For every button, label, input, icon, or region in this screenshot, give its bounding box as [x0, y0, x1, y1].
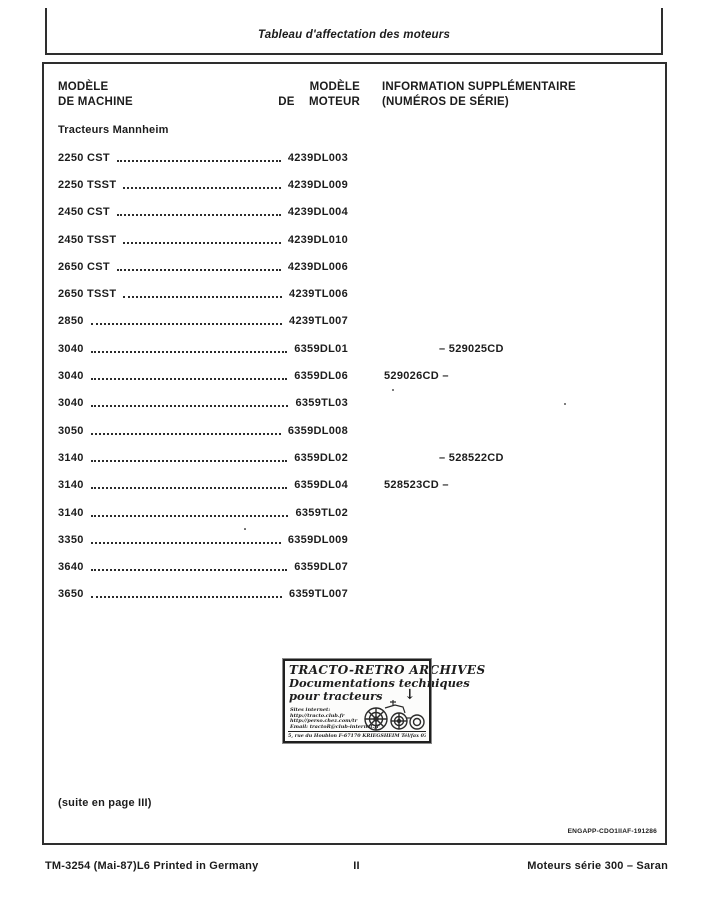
engine-model: 4239TL006: [289, 288, 348, 301]
serial-from: 529026CD –: [384, 370, 449, 383]
footer-doc-number: TM-3254 (Mai-87)L6 Printed in Germany: [45, 860, 259, 872]
machine-model: 2850: [58, 315, 84, 328]
dotted-leader: [116, 268, 281, 271]
column-header-machine: MODÈLE DE MACHINE: [58, 81, 133, 108]
dotted-leader: [90, 514, 289, 517]
machine-model: 2250 TSST: [58, 178, 117, 191]
dotted-leader: [116, 159, 281, 162]
dotted-leader: [90, 350, 288, 353]
dotted-leader: [90, 459, 288, 462]
engine-model: 6359DL06: [294, 370, 348, 383]
document-code: ENGAPP-CDO1IIAF-191286: [567, 828, 657, 835]
engine-model: 6359DL009: [287, 533, 348, 546]
table-row: 2450 CST 4239DL004: [58, 199, 661, 226]
stamp-title: TRACTO-RETRO ARCHIVES: [289, 663, 486, 677]
machine-model: 3050: [58, 424, 84, 437]
stamp-contact-lines: Sites internet: http://tracto.club.fr ht…: [290, 707, 380, 730]
dotted-leader: [90, 405, 289, 408]
machine-model: 3650: [58, 588, 84, 601]
machine-model: 3350: [58, 533, 84, 546]
table-row: 2650 TSST 4239TL006: [58, 280, 661, 307]
table-row: 2650 CST 4239DL006: [58, 253, 661, 280]
machine-model: 3140: [58, 479, 84, 492]
table-row: 2850 4239TL007: [58, 308, 661, 335]
machine-model: 3140: [58, 506, 84, 519]
table-row: 2250 TSST 4239DL009: [58, 171, 661, 198]
machine-model: 3040: [58, 342, 84, 355]
table-row: 3640 6359DL07: [58, 553, 661, 580]
dotted-leader: [90, 432, 281, 435]
page-header-title: Tableau d'affectation des moteurs: [257, 29, 451, 41]
machine-model: 2650 CST: [58, 260, 110, 273]
scan-speck: [392, 389, 394, 391]
engine-model: 6359DL008: [287, 424, 348, 437]
table-row: 2450 TSST 4239DL010: [58, 226, 661, 253]
dotted-leader: [90, 487, 288, 490]
machine-model: 2450 TSST: [58, 233, 117, 246]
scan-speck: [564, 403, 566, 405]
page-header-box: Tableau d'affectation des moteurs: [45, 8, 663, 55]
scan-speck: [244, 528, 246, 530]
down-arrow-icon: ↓: [404, 687, 416, 703]
section-title: Tracteurs Mannheim: [58, 124, 169, 136]
engine-model: 4239TL007: [289, 315, 348, 328]
dotted-leader: [90, 569, 288, 572]
engine-model: 6359DL07: [294, 561, 348, 574]
table-row: 3140 6359DL04 528523CD –: [58, 472, 661, 499]
machine-model: 3040: [58, 370, 84, 383]
machine-model: 3140: [58, 451, 84, 464]
engine-model: 6359DL04: [294, 479, 348, 492]
table-row: 3040 6359TL03: [58, 390, 661, 417]
engine-model: 6359DL01: [294, 342, 348, 355]
machine-model: 2650 TSST: [58, 288, 117, 301]
page-footer: TM-3254 (Mai-87)L6 Printed in Germany II…: [45, 860, 668, 872]
engine-model: 4239DL003: [287, 151, 348, 164]
archive-stamp: TRACTO-RETRO ARCHIVES Documentations tec…: [282, 658, 486, 744]
dotted-leader: [90, 541, 281, 544]
engine-model: 4239DL010: [287, 233, 348, 246]
serial-from: 528523CD –: [384, 479, 449, 492]
machine-model: 2250 CST: [58, 151, 110, 164]
dotted-leader: [123, 296, 283, 299]
table-row: 3040 6359DL06 529026CD –: [58, 362, 661, 389]
serial-to: – 528522CD: [439, 451, 504, 464]
engine-model: 4239DL009: [287, 178, 348, 191]
engine-model: 6359DL02: [294, 451, 348, 464]
engine-model: 6359TL007: [289, 588, 348, 601]
column-header-engine: MODÈLE DE MOTEUR: [278, 81, 360, 108]
serial-to: – 529025CD: [439, 342, 504, 355]
table-row: 2250 CST 4239DL003: [58, 144, 661, 171]
continuation-note: (suite en page III): [58, 797, 152, 809]
tractor-illustration: [364, 700, 425, 731]
engine-model: 6359TL03: [295, 397, 348, 410]
machine-model: 2450 CST: [58, 206, 110, 219]
engine-table-box: MODÈLE DE MACHINE MODÈLE DE MOTEUR INFOR…: [42, 62, 667, 845]
dotted-leader: [116, 214, 281, 217]
dotted-leader: [90, 378, 288, 381]
engine-model: 4239DL006: [287, 260, 348, 273]
machine-model: 3040: [58, 397, 84, 410]
engine-model: 4239DL004: [287, 206, 348, 219]
table-row: 3350 6359DL009: [58, 526, 661, 553]
stamp-subtitle-2: pour tracteurs: [289, 689, 383, 703]
footer-series-label: Moteurs série 300 – Saran: [527, 860, 668, 872]
dotted-leader: [90, 596, 283, 599]
table-row: 3140 6359DL02 – 528522CD: [58, 444, 661, 471]
dotted-leader: [90, 323, 283, 326]
footer-page-number: II: [353, 860, 360, 872]
table-row: 3050 6359DL008: [58, 417, 661, 444]
stamp-address: 5, rue du Houblon F-67170 KRIEGSHEIM Tél…: [288, 730, 426, 739]
table-row: 3140 6359TL02: [58, 499, 661, 526]
engine-table-rows: 2250 CST 4239DL003 2250 TSST 4239DL009: [58, 144, 661, 608]
table-row: 3040 6359DL01 – 529025CD: [58, 335, 661, 362]
column-header-serial-info: INFORMATION SUPPLÉMENTAIRE (NUMÉROS DE S…: [382, 81, 576, 108]
engine-model: 6359TL02: [295, 506, 348, 519]
dotted-leader: [123, 186, 281, 189]
dotted-leader: [123, 241, 281, 244]
machine-model: 3640: [58, 561, 84, 574]
stamp-subtitle-1: Documentations techniques: [289, 676, 470, 690]
table-row: 3650 6359TL007: [58, 581, 661, 608]
